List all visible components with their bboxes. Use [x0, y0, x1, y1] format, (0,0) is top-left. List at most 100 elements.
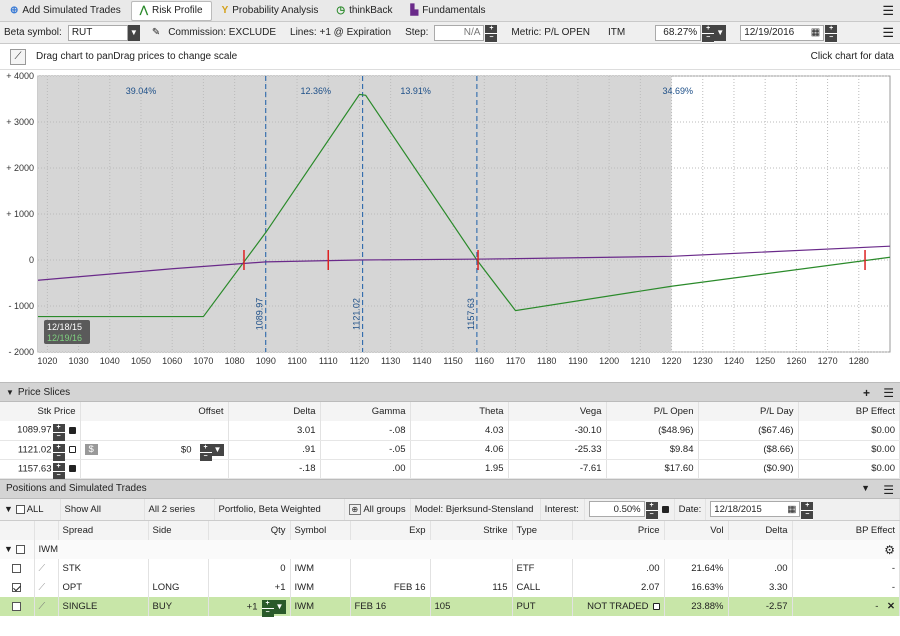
row-qty[interactable]: +1: [246, 601, 258, 613]
interest-stepper[interactable]: + −: [645, 502, 658, 521]
price-slice-row[interactable]: 1121.02 + − $ $0 + − ▼ .91 -.05 4.06 -25.33 $9…: [0, 440, 900, 462]
chevron-down-icon[interactable]: ▼: [127, 24, 140, 41]
price-slice-label: 1121.02: [352, 298, 362, 330]
calendar-icon[interactable]: ▦: [810, 27, 821, 38]
column-header: Gamma: [320, 402, 411, 421]
table-row[interactable]: ⟋ OPT LONG +1 IWM FEB 16 115 CALL 2.07 1…: [0, 578, 900, 597]
beta-symbol-input[interactable]: RUT: [67, 24, 128, 41]
row-price[interactable]: NOT TRADED: [587, 601, 649, 612]
row-vol[interactable]: 23.88%: [664, 597, 729, 616]
lock-icon[interactable]: [68, 426, 76, 434]
chevron-down-icon[interactable]: ▼: [273, 599, 286, 614]
model-select[interactable]: Model: Bjerksund-Stensland: [410, 498, 541, 521]
row-qty: 0: [208, 559, 291, 578]
collapse-icon[interactable]: ▼: [861, 482, 870, 493]
date-stepper[interactable]: + −: [801, 502, 814, 521]
tab-thinkback[interactable]: ◷ thinkBack: [336, 5, 393, 16]
column-header: Delta: [228, 402, 321, 421]
tab-risk-profile[interactable]: ⋀ Risk Profile: [130, 0, 212, 21]
step-stepper[interactable]: + −: [485, 24, 498, 43]
x-tick-label: 1160: [475, 356, 494, 366]
row-delta: .00: [728, 559, 793, 578]
row-checkbox[interactable]: [12, 582, 22, 592]
tab-fundamentals[interactable]: ▙ Fundamentals: [410, 5, 486, 16]
groups-filter[interactable]: ⊕ All groups: [344, 498, 411, 521]
expand-icon[interactable]: ▼: [4, 503, 13, 514]
dollar-icon[interactable]: $: [84, 443, 98, 455]
slice-delta: 3.01: [228, 421, 321, 441]
offset-value[interactable]: $0: [180, 444, 192, 456]
price-stepper[interactable]: + −: [52, 443, 65, 462]
offset-stepper[interactable]: + −: [199, 443, 212, 462]
risk-profile-chart[interactable]: + 4000 + 3000 + 2000 + 1000 0 - 1000 - 2000 102…: [0, 70, 900, 382]
expand-icon[interactable]: ▼: [6, 387, 14, 397]
wrench-icon[interactable]: ✎: [151, 27, 161, 38]
group-checkbox[interactable]: [15, 544, 25, 554]
column-header: Side: [148, 521, 209, 540]
step-input[interactable]: N/A: [434, 24, 485, 41]
interest-input[interactable]: 0.50%: [588, 501, 645, 518]
lock-icon[interactable]: [68, 465, 76, 473]
row-qty: +1: [208, 578, 291, 597]
price-slice-row[interactable]: 1089.97 + − 3.01 -.08 4.03 -30.10 ($48.96)…: [0, 421, 900, 443]
x-tick-label: 1220: [662, 356, 682, 366]
row-exp[interactable]: FEB 16: [350, 597, 431, 616]
commission-setting[interactable]: Commission: EXCLUDE: [168, 27, 277, 38]
menu-icon[interactable]: ☰: [883, 386, 894, 400]
metric-setting[interactable]: Metric: P/L OPEN: [511, 27, 590, 38]
price-stepper[interactable]: + −: [52, 424, 65, 443]
column-header: BP Effect: [792, 521, 900, 540]
itm-stepper[interactable]: + −: [702, 24, 715, 43]
lines-setting[interactable]: Lines: +1 @ Expiration: [290, 27, 392, 38]
tab-probability-analysis[interactable]: Y Probability Analysis: [221, 5, 319, 16]
price-stepper[interactable]: + −: [52, 462, 65, 481]
chart-settings-icon[interactable]: ⟋: [10, 48, 26, 65]
series-line: [37, 245, 891, 281]
chevron-down-icon[interactable]: ▼: [211, 443, 224, 456]
expand-icon[interactable]: ▼: [4, 544, 13, 554]
date-stepper[interactable]: + −: [825, 24, 838, 43]
beta-symbol-label: Beta symbol:: [4, 27, 62, 38]
show-filter[interactable]: Show All: [60, 498, 145, 521]
menu-icon[interactable]: ☰: [882, 25, 894, 40]
series-filter[interactable]: All 2 series: [144, 498, 215, 521]
date-input[interactable]: 12/18/2015 ▦: [710, 501, 801, 518]
row-checkbox[interactable]: [12, 563, 22, 573]
x-tick-label: 1090: [256, 356, 276, 366]
positions-title: Positions and Simulated Trades: [6, 483, 147, 494]
calendar-icon[interactable]: ▦: [787, 503, 797, 515]
itm-input[interactable]: 68.27%: [655, 24, 702, 41]
x-tick-label: 1070: [193, 356, 213, 366]
unlock-icon[interactable]: [68, 446, 76, 454]
gear-icon[interactable]: ⚙: [792, 540, 900, 559]
menu-icon[interactable]: ☰: [882, 3, 894, 18]
menu-icon[interactable]: ☰: [883, 482, 894, 497]
probability-label: 39.04%: [126, 86, 157, 96]
x-tick-label: 1180: [537, 356, 556, 366]
unlock-icon[interactable]: [652, 603, 660, 610]
table-row[interactable]: ⟋ STK 0 IWM ETF .00 21.64% .00 -: [0, 559, 900, 578]
portfolio-filter[interactable]: Portfolio, Beta Weighted: [214, 498, 345, 521]
row-price: .00: [572, 559, 665, 578]
select-all-checkbox[interactable]: [15, 504, 25, 514]
x-tick-label: 1140: [412, 356, 431, 366]
row-type[interactable]: PUT: [512, 597, 573, 616]
close-icon[interactable]: ✕: [887, 601, 895, 612]
expiration-date-input[interactable]: 12/19/2016 ▦: [740, 24, 825, 41]
price-slice-row[interactable]: 1157.63 + − -.18 .00 1.95 -7.61 $17.60 ($0…: [0, 459, 900, 481]
add-slice-icon[interactable]: +: [862, 386, 870, 400]
tab-add-simulated-trades[interactable]: ⊕ Add Simulated Trades: [10, 5, 121, 16]
row-side[interactable]: BUY: [148, 597, 209, 616]
risk-profile-svg[interactable]: + 4000 + 3000 + 2000 + 1000 0 - 1000 - 2000102…: [0, 70, 900, 382]
group-row[interactable]: ▼ IWM ⚙: [0, 540, 900, 559]
row-checkbox[interactable]: [12, 601, 22, 611]
lock-icon[interactable]: [661, 505, 669, 513]
chevron-down-icon[interactable]: ▼: [714, 24, 727, 41]
trend-icon: ⟋: [34, 559, 59, 578]
row-spread[interactable]: SINGLE: [58, 597, 149, 616]
qty-stepper[interactable]: + −: [261, 599, 274, 618]
table-row-simulated[interactable]: ⟋ SINGLE BUY +1 + − ▼ IWM FEB 16 105 PUT NO…: [0, 597, 900, 618]
itm-setting[interactable]: ITM: [607, 27, 626, 38]
row-strike[interactable]: 105: [430, 597, 513, 616]
chart-header: ⟋ Drag chart to panDrag prices to change…: [0, 44, 900, 70]
